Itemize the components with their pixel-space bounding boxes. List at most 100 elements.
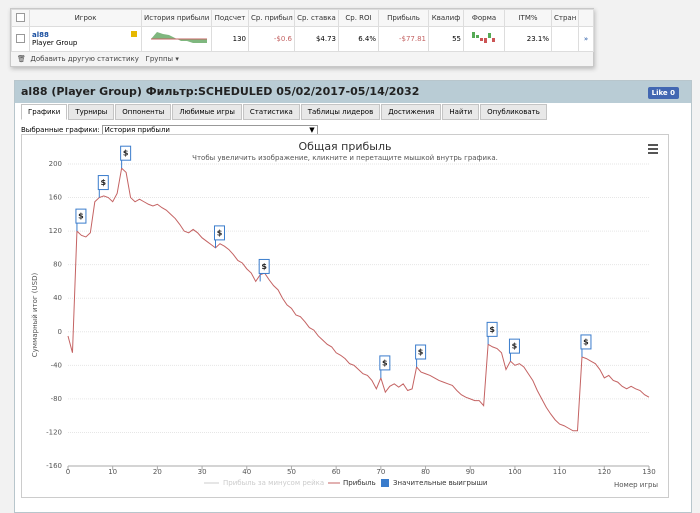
selector-value: История прибыли bbox=[104, 126, 170, 134]
header[interactable]: ITM% bbox=[504, 9, 552, 27]
cell: 130 bbox=[211, 26, 249, 52]
flag-label: $ bbox=[418, 348, 424, 357]
player-cell: al88 Player Group bbox=[29, 26, 142, 52]
panel-title: al88 (Player Group) Фильтр:SCHEDULED 05/… bbox=[15, 81, 691, 103]
x-tick-label: 70 bbox=[376, 468, 385, 476]
x-tick-label: 110 bbox=[553, 468, 566, 476]
cell bbox=[551, 26, 579, 52]
header[interactable]: Ср. ставка bbox=[294, 9, 339, 27]
tab[interactable]: Найти bbox=[442, 104, 480, 120]
cell: 6.4% bbox=[338, 26, 379, 52]
flag-box bbox=[486, 321, 498, 337]
tab[interactable]: Графики bbox=[21, 104, 68, 120]
header[interactable]: Подсчет bbox=[211, 9, 249, 27]
y-tick-label: 120 bbox=[49, 227, 62, 235]
y-tick-label: -120 bbox=[46, 428, 62, 436]
row-link[interactable]: » bbox=[578, 26, 594, 52]
checkbox[interactable] bbox=[11, 9, 30, 27]
form-svg bbox=[472, 32, 495, 43]
flag-label: $ bbox=[382, 358, 388, 367]
tab[interactable]: Оппоненты bbox=[115, 104, 172, 120]
y-tick-label: -40 bbox=[51, 361, 62, 369]
x-tick-label: 100 bbox=[508, 468, 521, 476]
flag: $ bbox=[213, 225, 225, 248]
header[interactable]: Форма bbox=[463, 9, 505, 27]
legend-label[interactable]: Значительные выигрыши bbox=[393, 479, 487, 487]
flag-box bbox=[258, 258, 270, 274]
chart-title: Общая прибыль bbox=[299, 140, 392, 153]
sparkline-svg bbox=[151, 32, 207, 43]
header bbox=[578, 9, 594, 27]
x-tick-label: 0 bbox=[66, 468, 70, 476]
y-tick-label: 160 bbox=[49, 194, 62, 202]
panel: al88 (Player Group) Фильтр:SCHEDULED 05/… bbox=[14, 80, 692, 513]
flag: $ bbox=[258, 258, 270, 282]
x-tick-label: 80 bbox=[421, 468, 430, 476]
flag: $ bbox=[75, 208, 87, 232]
flag-box bbox=[508, 338, 520, 354]
legend-label[interactable]: Прибыль за минусом рейка bbox=[223, 479, 324, 487]
selector-label: Выбранные графики: bbox=[21, 126, 100, 134]
tab[interactable]: Опубликовать bbox=[480, 104, 547, 120]
flag-label: $ bbox=[583, 337, 589, 346]
table-footer: 🗑 Добавить другую статистику Группы ▾ bbox=[11, 52, 593, 66]
y-tick-label: 80 bbox=[53, 261, 62, 269]
header[interactable]: Прибыль bbox=[378, 9, 429, 27]
sparkline bbox=[141, 26, 212, 52]
header[interactable]: Ср. ROI bbox=[338, 9, 379, 27]
tab[interactable]: Таблицы лидеров bbox=[300, 104, 381, 120]
legend-label[interactable]: Прибыль bbox=[343, 479, 376, 487]
tab[interactable]: Достижения bbox=[381, 104, 442, 120]
header[interactable]: История прибыли bbox=[141, 9, 212, 27]
cell: -$0.6 bbox=[248, 26, 295, 52]
cell: 23.1% bbox=[504, 26, 552, 52]
flag: $ bbox=[97, 175, 109, 198]
flag-box bbox=[213, 225, 225, 241]
player-table: Игрок История прибыли Подсчет Ср. прибыл… bbox=[10, 8, 594, 67]
flag: $ bbox=[580, 334, 592, 357]
menu-icon[interactable] bbox=[648, 144, 658, 154]
flag-box bbox=[580, 334, 592, 350]
legend-swatch bbox=[381, 479, 389, 487]
flag-box bbox=[75, 208, 87, 224]
like-button[interactable]: Like 0 bbox=[647, 87, 679, 99]
y-axis-label: Суммарный итог (USD) bbox=[31, 273, 39, 358]
like-count: 0 bbox=[670, 89, 675, 97]
x-tick-label: 90 bbox=[466, 468, 475, 476]
flag-box bbox=[415, 344, 427, 360]
tab[interactable]: Любимые игры bbox=[172, 104, 242, 120]
x-tick-label: 50 bbox=[287, 468, 296, 476]
chart: Общая прибыль Чтобы увеличить изображени… bbox=[31, 140, 658, 489]
header[interactable]: Квалиф bbox=[428, 9, 464, 27]
flag-label: $ bbox=[512, 342, 518, 351]
flag-box bbox=[120, 145, 132, 161]
y-tick-label: 0 bbox=[58, 328, 62, 336]
x-axis-label: Номер игры bbox=[614, 481, 658, 489]
flag-box bbox=[379, 355, 391, 371]
tabs: Графики Турниры Оппоненты Любимые игры Стати… bbox=[21, 104, 548, 120]
flag-label: $ bbox=[123, 149, 129, 158]
header[interactable]: Ср. прибыл bbox=[248, 9, 295, 27]
y-tick-label: -80 bbox=[51, 395, 62, 403]
x-tick-label: 20 bbox=[153, 468, 162, 476]
flag-label: $ bbox=[217, 228, 223, 237]
tab[interactable]: Турниры bbox=[68, 104, 115, 120]
flag-label: $ bbox=[78, 212, 84, 221]
cell: $4.73 bbox=[294, 26, 339, 52]
x-tick-label: 120 bbox=[598, 468, 611, 476]
groups[interactable]: Группы bbox=[145, 55, 174, 63]
y-tick-label: -160 bbox=[46, 462, 62, 470]
player-link[interactable]: al88 bbox=[32, 31, 49, 39]
cell: 55 bbox=[428, 26, 464, 52]
chart-subtitle: Чтобы увеличить изображение, кликните и … bbox=[192, 154, 498, 162]
tab[interactable]: Статистика bbox=[242, 104, 300, 120]
flag-label: $ bbox=[100, 178, 106, 187]
header[interactable]: Игрок bbox=[29, 9, 142, 27]
checkbox[interactable] bbox=[11, 26, 30, 52]
header[interactable]: Стран bbox=[551, 9, 579, 27]
add-stat[interactable]: Добавить другую статистику bbox=[30, 55, 139, 63]
x-tick-label: 130 bbox=[642, 468, 655, 476]
flag: $ bbox=[120, 145, 132, 169]
player-group: Player Group bbox=[32, 39, 78, 47]
